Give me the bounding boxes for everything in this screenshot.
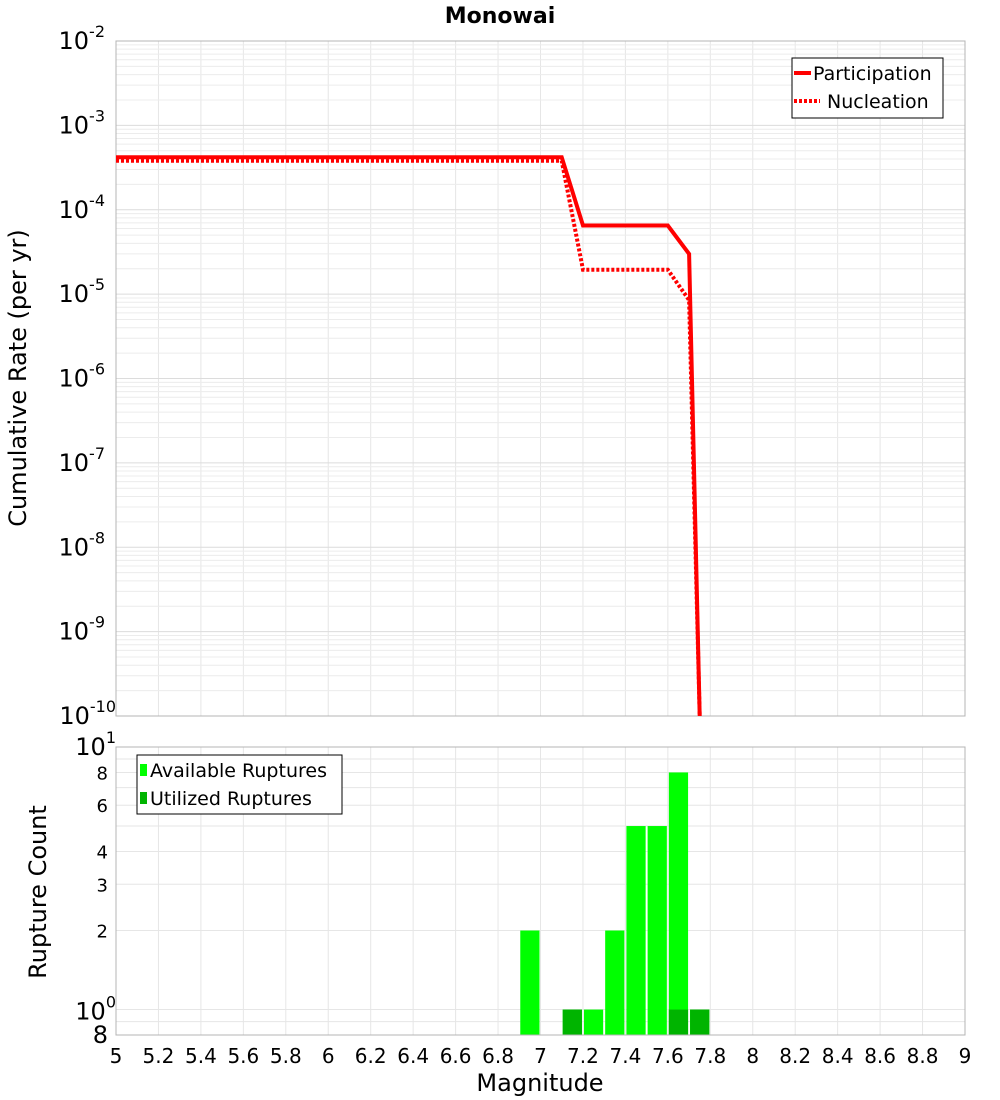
bottom-legend: Available Ruptures Utilized Ruptures <box>136 754 343 815</box>
x-tick-label: 5.8 <box>270 1044 302 1068</box>
x-tick-label: 9 <box>959 1044 972 1068</box>
top-series-group <box>116 155 702 717</box>
top-y-tick-label: 10-6 <box>59 360 106 393</box>
bottom-y-tick-label: 2 <box>97 922 108 943</box>
tick-base: 10 <box>59 111 90 139</box>
chart-title: Monowai <box>445 4 556 29</box>
tick-base: 10 <box>59 365 90 393</box>
x-tick-label: 7.6 <box>652 1044 684 1068</box>
tick-exponent: -5 <box>89 275 105 294</box>
tick-base: 10 <box>75 733 106 761</box>
tick-exponent: 1 <box>106 728 116 747</box>
bottom-x-tick-labels: 5 5.2 5.4 5.6 5.8 6 6.2 6.4 6.6 6.8 7 7.2 7.4 7.6 7.8 8… <box>110 1044 972 1068</box>
tick-exponent: -7 <box>89 444 105 463</box>
tick-exponent: -3 <box>89 106 105 125</box>
x-tick-label: 8.2 <box>779 1044 811 1068</box>
top-y-tick-labels: 10-210-310-410-510-610-710-810-910-10 <box>59 22 117 730</box>
bottom-y-tick-label: 3 <box>97 875 108 896</box>
x-tick-label: 8.4 <box>822 1044 854 1068</box>
top-y-tick-label: 10-3 <box>59 106 106 139</box>
utilized-ruptures-bar <box>562 1009 582 1035</box>
bottom-y-axis-label: Rupture Count <box>24 805 52 979</box>
x-tick-label: 7.4 <box>609 1044 641 1068</box>
tick-base: 10 <box>59 533 90 561</box>
x-tick-label: 6.2 <box>355 1044 387 1068</box>
available-ruptures-bar <box>520 930 540 1035</box>
x-tick-label: 6.6 <box>440 1044 472 1068</box>
tick-base: 10 <box>59 449 90 477</box>
x-tick-label: 5.2 <box>143 1044 175 1068</box>
available-ruptures-bar <box>668 772 689 1035</box>
tick-base: 10 <box>59 618 90 646</box>
bottom-plot-frame <box>115 746 966 1036</box>
top-y-tick-label: 10-8 <box>59 528 106 561</box>
x-tick-label: 8.8 <box>907 1044 939 1068</box>
top-y-tick-label: 10-4 <box>59 191 106 224</box>
x-tick-label: 5 <box>110 1044 123 1068</box>
available-ruptures-bar <box>626 826 646 1035</box>
top-plot-frame <box>115 40 966 717</box>
available-ruptures-bar <box>583 1009 604 1035</box>
bottom-y-max-label: 101 <box>75 728 116 761</box>
top-gridlines <box>115 41 966 717</box>
top-y-tick-label: 10-10 <box>59 697 116 730</box>
tick-base: 10 <box>59 196 90 224</box>
bottom-y-min-label: 8 <box>93 1021 108 1049</box>
x-tick-label: 7.2 <box>567 1044 599 1068</box>
x-tick-label: 6.4 <box>397 1044 429 1068</box>
x-tick-label: 5.6 <box>227 1044 259 1068</box>
top-y-tick-label: 10-2 <box>59 22 106 55</box>
top-legend-box <box>791 57 944 119</box>
tick-exponent: -9 <box>89 613 105 632</box>
legend-utilized-swatch <box>140 792 147 804</box>
top-y-axis-label: Cumulative Rate (per yr) <box>4 229 32 527</box>
x-tick-label: 7 <box>534 1044 547 1068</box>
x-tick-label: 7.8 <box>694 1044 726 1068</box>
top-legend: Participation Nucleation <box>791 57 944 119</box>
tick-exponent: -8 <box>89 528 105 547</box>
legend-utilized-label: Utilized Ruptures <box>150 788 312 810</box>
bottom-legend-box <box>136 754 343 815</box>
tick-exponent: -2 <box>89 22 105 41</box>
tick-base: 10 <box>59 280 90 308</box>
tick-exponent: 0 <box>106 993 116 1012</box>
tick-base: 10 <box>75 998 106 1026</box>
available-ruptures-bar <box>605 930 625 1035</box>
legend-nucleation-label: Nucleation <box>827 91 929 113</box>
available-ruptures-bar <box>647 826 667 1035</box>
tick-base: 10 <box>59 702 90 730</box>
bottom-y-tick-label: 4 <box>97 842 108 863</box>
tick-exponent: -6 <box>89 360 105 379</box>
bottom-y-tick-label: 6 <box>97 796 108 817</box>
legend-available-swatch <box>140 764 147 776</box>
bottom-y-tick-label: 8 <box>97 763 108 784</box>
utilized-ruptures-bar <box>690 1009 710 1035</box>
top-y-tick-label: 10-7 <box>59 444 106 477</box>
top-y-tick-label: 10-5 <box>59 275 106 308</box>
series-nucleation-line <box>116 158 702 717</box>
tick-base: 10 <box>59 27 90 55</box>
bottom-y-one-label: 100 <box>75 993 116 1026</box>
utilized-ruptures-bar <box>668 1009 689 1035</box>
top-y-tick-label: 10-9 <box>59 613 106 646</box>
legend-available-label: Available Ruptures <box>150 760 327 782</box>
x-tick-label: 8.6 <box>864 1044 896 1068</box>
tick-exponent: -10 <box>90 697 116 716</box>
tick-exponent: -4 <box>89 191 105 210</box>
legend-participation-label: Participation <box>813 63 932 85</box>
series-participation-line <box>116 155 702 717</box>
x-tick-label: 8 <box>746 1044 759 1068</box>
x-axis-label: Magnitude <box>476 1069 603 1097</box>
bottom-bars-group <box>520 772 710 1035</box>
x-tick-label: 6.8 <box>482 1044 514 1068</box>
x-tick-label: 5.4 <box>185 1044 217 1068</box>
x-tick-label: 6 <box>322 1044 335 1068</box>
